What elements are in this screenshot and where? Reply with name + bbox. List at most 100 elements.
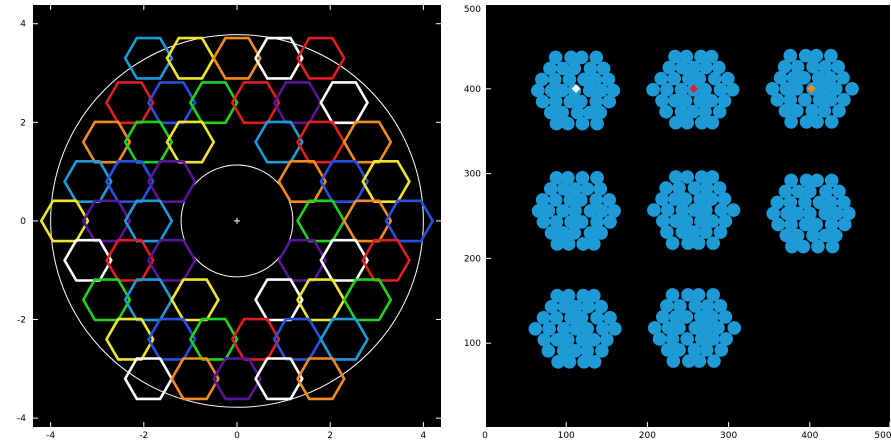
detector-spot <box>587 288 601 303</box>
detector-spot <box>583 61 598 76</box>
detector-spot <box>660 225 674 239</box>
detector-spot <box>561 333 575 347</box>
detector-spot <box>771 217 785 232</box>
detector-spot <box>806 228 820 243</box>
detector-spot <box>660 203 675 217</box>
segment-map-panel: -4 -2 0 2 4 -4 -2 0 2 4 <box>0 0 442 441</box>
hexagon-segment <box>342 278 393 322</box>
detector-spot <box>659 181 673 195</box>
detector-spot <box>562 72 577 87</box>
y-tick-label: -4 <box>17 414 26 424</box>
detector-spot <box>587 333 601 347</box>
x-tick-label: 200 <box>639 431 656 440</box>
detector-spot <box>555 83 569 98</box>
highlighted-spot <box>689 84 698 94</box>
hexagon-segment <box>123 357 174 401</box>
detector-spot <box>561 171 575 185</box>
detector-spot <box>574 94 588 109</box>
detector-spot <box>680 115 694 130</box>
detector-spot <box>704 49 719 64</box>
detector-spot <box>661 321 676 335</box>
y-tick-label: 500 <box>464 5 481 15</box>
detector-spot <box>669 214 683 228</box>
detector-spot <box>564 310 578 325</box>
detector-spot <box>828 82 843 96</box>
detector-spot <box>535 72 549 87</box>
detector-spot <box>712 60 726 75</box>
detector-spot <box>790 104 804 118</box>
x-tick-label: 2 <box>327 431 333 440</box>
detector-spot <box>536 215 551 229</box>
detector-spot <box>791 184 806 199</box>
detector-spot <box>536 310 551 325</box>
detector-spot <box>766 206 781 221</box>
detector-spot <box>569 299 583 314</box>
detector-spot <box>543 61 557 76</box>
inner-boundary-circle <box>180 164 294 278</box>
detector-spot <box>600 333 614 347</box>
detector-spot <box>718 310 733 324</box>
detector-spot <box>704 192 719 206</box>
detector-spot <box>541 204 556 218</box>
detector-spot <box>786 70 801 85</box>
detector-spot <box>691 236 706 250</box>
detector-spot <box>535 94 550 109</box>
detector-spot <box>672 343 686 357</box>
detector-spot <box>678 93 693 108</box>
detector-spot <box>717 192 732 206</box>
detector-spot <box>797 70 811 85</box>
detector-spot <box>575 333 590 347</box>
detector-spot <box>647 203 661 217</box>
detector-spot <box>712 181 727 195</box>
detector-spot <box>574 310 589 325</box>
detector-spot <box>543 105 558 120</box>
detector-spot <box>607 204 621 218</box>
detector-spot <box>832 104 846 118</box>
detector-spot <box>705 115 720 130</box>
detector-spot <box>531 204 546 218</box>
x-tick-label: 4 <box>420 431 426 440</box>
detector-spot <box>580 321 595 336</box>
x-tick-label: -4 <box>46 431 55 440</box>
detector-spot <box>698 104 712 119</box>
detector-spot <box>675 225 690 239</box>
detector-spot <box>655 192 669 206</box>
detector-spot <box>537 333 552 347</box>
detector-spot <box>674 104 689 119</box>
detector-spot <box>679 214 694 228</box>
detector-spot <box>818 59 833 74</box>
detector-spot <box>713 82 728 97</box>
detector-spot <box>824 115 839 129</box>
detector-spot <box>717 93 732 108</box>
detector-spot <box>818 228 833 243</box>
detector-spot <box>590 310 604 325</box>
detector-spot <box>691 288 706 302</box>
detector-spot <box>668 49 682 64</box>
hexagon-segment <box>165 36 216 80</box>
detector-spot <box>796 239 811 254</box>
detector-spot <box>705 170 720 184</box>
y-tick-label: 200 <box>464 254 481 264</box>
detector-spot <box>686 60 701 75</box>
detector-spot <box>555 105 569 120</box>
detector-spot <box>549 215 564 229</box>
detector-spot <box>695 170 709 184</box>
y-tick-label: 2 <box>20 118 26 128</box>
detector-spot <box>581 299 595 314</box>
detector-spot <box>693 192 707 206</box>
detector-spot <box>718 214 733 228</box>
detector-spot <box>780 206 794 221</box>
segment-map-chart: -4 -2 0 2 4 -4 -2 0 2 4 <box>0 0 442 441</box>
detector-spot <box>681 288 695 302</box>
detector-spot <box>686 225 701 239</box>
detector-spot <box>544 299 559 314</box>
detector-spot <box>681 236 695 250</box>
detector-spot <box>575 116 590 131</box>
detector-spot <box>574 50 589 65</box>
hexagon-segment <box>361 238 411 282</box>
detector-spot <box>694 49 708 64</box>
detector-spot <box>654 71 669 86</box>
x-tick-label: 400 <box>801 431 818 440</box>
detector-spot <box>699 225 713 239</box>
detector-spot <box>812 195 827 210</box>
